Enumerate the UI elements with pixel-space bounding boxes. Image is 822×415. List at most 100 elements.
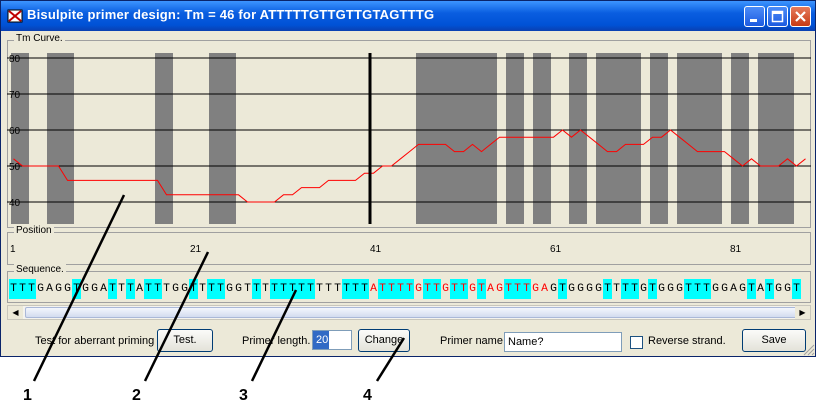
sequence-base[interactable]: G xyxy=(577,283,584,295)
sequence-base[interactable]: T xyxy=(262,283,269,295)
sequence-base[interactable]: G xyxy=(532,283,539,295)
sequence-base[interactable]: A xyxy=(370,283,377,295)
sequence-base[interactable]: T xyxy=(477,279,486,299)
sequence-base[interactable]: T xyxy=(405,279,414,299)
sequence-base[interactable]: T xyxy=(18,279,27,299)
sequence-base[interactable]: T xyxy=(9,279,18,299)
scroll-left-button[interactable]: ◀ xyxy=(8,306,23,319)
sequence-base[interactable]: A xyxy=(757,283,764,295)
sequence-base[interactable]: T xyxy=(432,279,441,299)
sequence-base[interactable]: T xyxy=(396,279,405,299)
sequence-base[interactable]: G xyxy=(586,283,593,295)
sequence-base[interactable]: T xyxy=(630,279,639,299)
sequence-base[interactable]: A xyxy=(541,283,548,295)
sequence-base[interactable]: G xyxy=(415,283,422,295)
sequence-base[interactable]: G xyxy=(181,283,188,295)
sequence-base[interactable]: T xyxy=(153,279,162,299)
sequence-base[interactable]: G xyxy=(667,283,674,295)
sequence-base[interactable]: T xyxy=(270,279,279,299)
tm-curve-chart[interactable]: 80 70 60 50 40 xyxy=(7,41,811,227)
sequence-base[interactable]: T xyxy=(504,279,513,299)
reverse-strand-checkbox[interactable] xyxy=(630,336,643,349)
sequence-base[interactable]: G xyxy=(676,283,683,295)
sequence-base[interactable]: A xyxy=(730,283,737,295)
sequence-base[interactable]: A xyxy=(100,283,107,295)
sequence-base[interactable]: T xyxy=(108,279,117,299)
sequence-base[interactable]: T xyxy=(216,279,225,299)
sequence-base[interactable]: T xyxy=(423,279,432,299)
sequence-base[interactable]: G xyxy=(64,283,71,295)
minimize-button[interactable] xyxy=(744,6,765,27)
sequence-base[interactable]: T xyxy=(27,279,36,299)
sequence-base[interactable]: T xyxy=(387,279,396,299)
sequence-base[interactable]: G xyxy=(595,283,602,295)
sequence-base[interactable]: T xyxy=(118,283,125,295)
sequence-base[interactable]: T xyxy=(163,283,170,295)
sequence-base[interactable]: T xyxy=(702,279,711,299)
sequence-base[interactable]: T xyxy=(325,283,332,295)
sequence-base[interactable]: G xyxy=(235,283,242,295)
sequence-base[interactable]: G xyxy=(721,283,728,295)
primer-length-input[interactable] xyxy=(312,330,352,350)
sequence-base[interactable]: G xyxy=(658,283,665,295)
sequence-base[interactable]: G xyxy=(550,283,557,295)
sequence-base[interactable]: T xyxy=(306,279,315,299)
sequence-base[interactable]: T xyxy=(199,283,206,295)
sequence-base[interactable]: T xyxy=(513,279,522,299)
sequence-base[interactable]: T xyxy=(288,279,297,299)
sequence-base[interactable]: G xyxy=(172,283,179,295)
sequence-base[interactable]: T xyxy=(765,279,774,299)
sequence-base[interactable]: A xyxy=(487,283,494,295)
maximize-button[interactable] xyxy=(767,6,788,27)
resize-grip-icon[interactable] xyxy=(803,344,815,356)
sequence-base[interactable]: T xyxy=(360,279,369,299)
primer-name-input[interactable] xyxy=(504,332,622,352)
sequence-base[interactable]: G xyxy=(775,283,782,295)
sequence-base[interactable]: T xyxy=(684,279,693,299)
sequence-base[interactable]: T xyxy=(351,279,360,299)
sequence-base[interactable]: T xyxy=(342,279,351,299)
sequence-base[interactable]: G xyxy=(784,283,791,295)
sequence-base[interactable]: G xyxy=(82,283,89,295)
close-button[interactable] xyxy=(790,6,811,27)
sequence-base[interactable]: T xyxy=(450,279,459,299)
sequence-base[interactable]: T xyxy=(459,279,468,299)
sequence-base[interactable]: T xyxy=(792,279,801,299)
sequence-base[interactable]: G xyxy=(469,283,476,295)
sequence-base[interactable]: T xyxy=(189,279,198,299)
title-bar[interactable]: Bisulpite primer design: Tm = 46 for ATT… xyxy=(1,1,815,31)
sequence-base[interactable]: T xyxy=(621,279,630,299)
sequence-base[interactable]: G xyxy=(496,283,503,295)
sequence-base[interactable]: T xyxy=(244,283,251,295)
sequence-base[interactable]: T xyxy=(648,279,657,299)
sequence-base[interactable]: G xyxy=(640,283,647,295)
sequence-base[interactable]: G xyxy=(37,283,44,295)
sequence-base[interactable]: G xyxy=(442,283,449,295)
sequence-base[interactable]: T xyxy=(297,279,306,299)
change-button[interactable]: Change xyxy=(358,329,410,352)
sequence-base[interactable]: A xyxy=(136,283,143,295)
sequence-base[interactable]: G xyxy=(568,283,575,295)
sequence-base[interactable]: T xyxy=(144,279,153,299)
sequence-base[interactable]: T xyxy=(252,279,261,299)
sequence-base[interactable]: T xyxy=(558,279,567,299)
sequence-base[interactable]: T xyxy=(279,279,288,299)
save-button[interactable]: Save xyxy=(742,329,806,352)
sequence-base[interactable]: T xyxy=(72,279,81,299)
sequence-base[interactable]: T xyxy=(316,283,323,295)
sequence-base[interactable]: G xyxy=(91,283,98,295)
sequence-base[interactable]: T xyxy=(613,283,620,295)
horizontal-scrollbar[interactable]: ◀ ▶ xyxy=(7,305,811,320)
sequence-base[interactable]: G xyxy=(226,283,233,295)
sequence-base[interactable]: G xyxy=(712,283,719,295)
sequence-base[interactable]: A xyxy=(46,283,53,295)
sequence-base[interactable]: T xyxy=(207,279,216,299)
sequence-base[interactable]: G xyxy=(55,283,62,295)
sequence-base[interactable]: T xyxy=(378,279,387,299)
sequence-base[interactable]: T xyxy=(522,279,531,299)
sequence-base[interactable]: T xyxy=(603,279,612,299)
sequence-base[interactable]: T xyxy=(747,279,756,299)
sequence-base[interactable]: T xyxy=(334,283,341,295)
sequence-base[interactable]: T xyxy=(126,279,135,299)
